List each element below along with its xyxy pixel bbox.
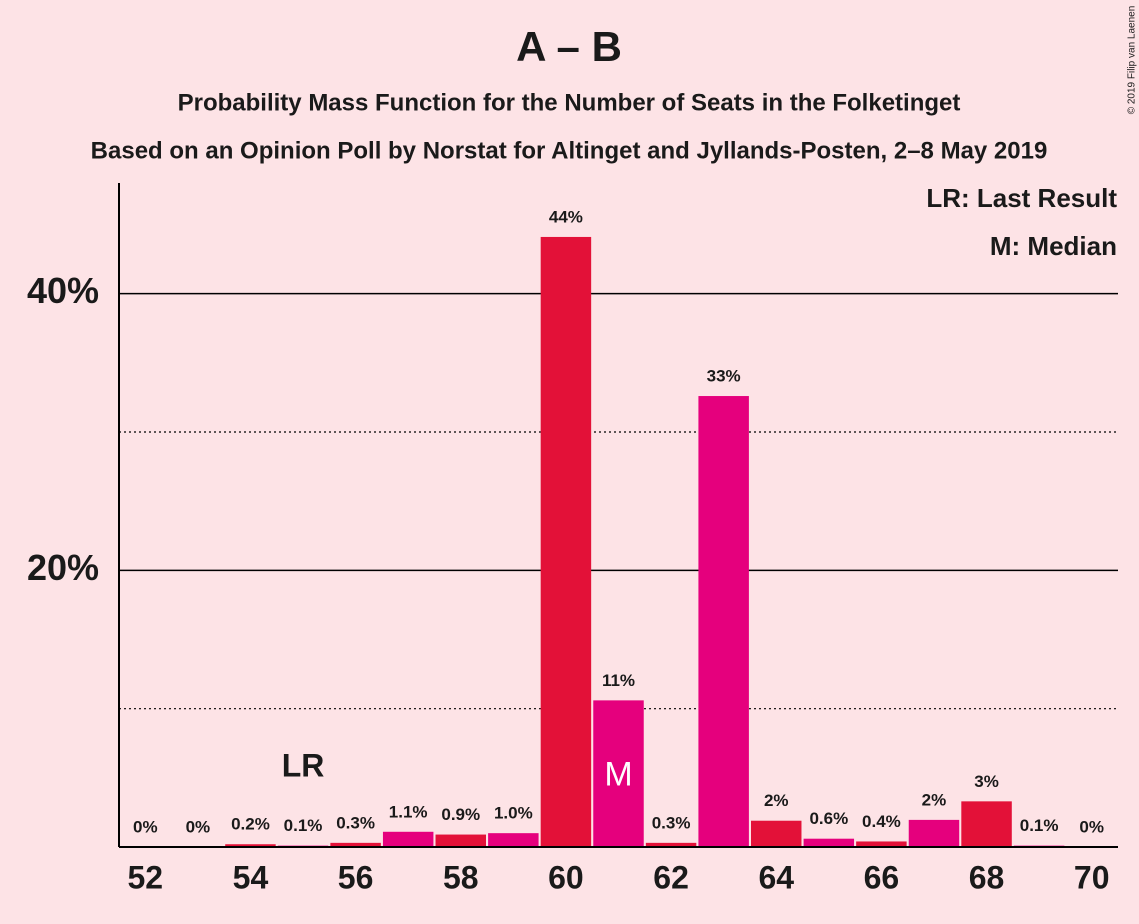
value-label: 0.2% (231, 815, 270, 834)
x-tick-label: 64 (758, 859, 794, 895)
chart-title: A – B (516, 23, 622, 70)
bar (961, 801, 1012, 847)
bar (803, 838, 855, 847)
value-label: 2% (922, 790, 947, 809)
annotation: LR (282, 747, 325, 783)
bar (540, 236, 592, 847)
value-label: 0% (1079, 817, 1104, 836)
value-label: 0.9% (441, 805, 480, 824)
bar (435, 834, 487, 847)
bar (908, 819, 960, 847)
bar (225, 844, 276, 847)
y-tick-label: 40% (27, 270, 99, 311)
x-tick-label: 62 (653, 859, 689, 895)
x-tick-label: 58 (443, 859, 479, 895)
x-tick-label: 54 (233, 859, 269, 895)
value-label: 0.3% (336, 813, 375, 832)
x-tick-label: 68 (969, 859, 1005, 895)
value-label: 3% (974, 772, 999, 791)
x-tick-label: 56 (338, 859, 374, 895)
chart-subtitle: Probability Mass Function for the Number… (178, 89, 961, 116)
legend-note: M: Median (990, 231, 1117, 261)
value-label: 0.1% (284, 816, 323, 835)
legend-note: LR: Last Result (926, 183, 1117, 213)
x-tick-label: 60 (548, 859, 584, 895)
chart-subtitle: Based on an Opinion Poll by Norstat for … (91, 137, 1048, 164)
value-label: 0.1% (1020, 816, 1059, 835)
bar (330, 842, 381, 847)
bar (645, 842, 697, 847)
value-label: 0% (186, 817, 211, 836)
value-label: 0.3% (652, 813, 691, 832)
x-tick-label: 70 (1074, 859, 1110, 895)
value-label: 33% (707, 367, 741, 386)
x-tick-label: 52 (127, 859, 163, 895)
value-label: 0.6% (809, 809, 848, 828)
value-label: 11% (602, 671, 635, 690)
value-label: 44% (549, 207, 583, 226)
bar (750, 820, 802, 847)
bar (698, 396, 749, 847)
value-label: 0% (133, 817, 158, 836)
value-label: 1.0% (494, 804, 533, 823)
bar (856, 841, 907, 847)
value-label: 0.4% (862, 812, 901, 831)
x-tick-label: 66 (864, 859, 900, 895)
value-label: 2% (764, 791, 789, 810)
bar (382, 831, 434, 847)
bar (593, 700, 644, 847)
copyright: © 2019 Filip van Laenen (1127, 6, 1138, 115)
y-tick-label: 20% (27, 547, 99, 588)
value-label: 1.1% (389, 802, 428, 821)
bar (488, 833, 539, 847)
annotation: M (604, 755, 632, 793)
